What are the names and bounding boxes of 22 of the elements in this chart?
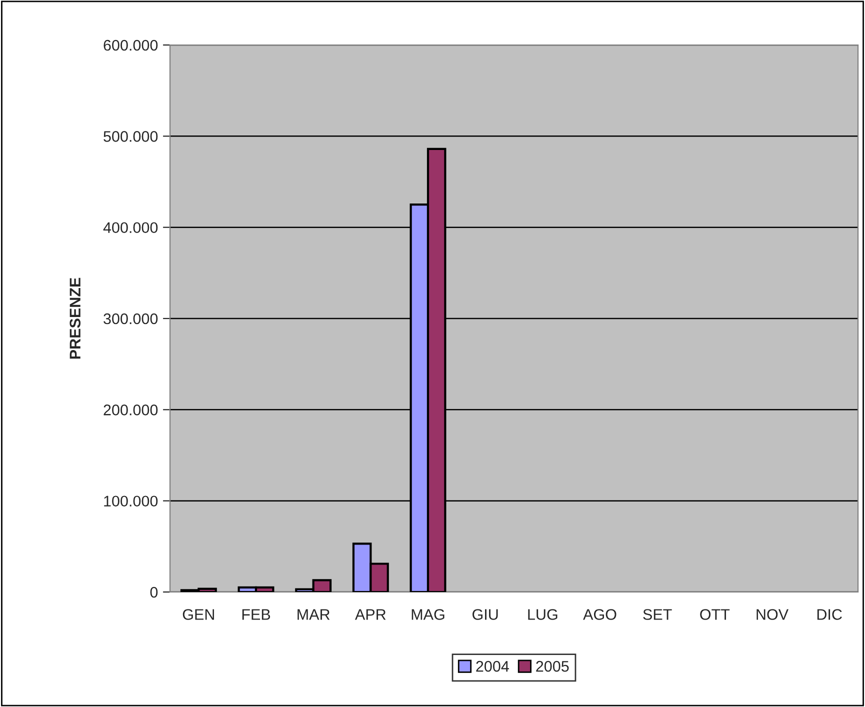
legend-label: 2004: [476, 660, 509, 672]
x-tick-label: DIC: [817, 609, 842, 620]
y-tick-label: 300.000: [104, 313, 158, 324]
x-tick-label: MAG: [412, 609, 444, 620]
x-tick-label: OTT: [700, 609, 730, 620]
y-tick-label: 100.000: [104, 496, 158, 507]
y-tick-label: 0: [150, 586, 158, 598]
x-tick-label: AGO: [583, 609, 616, 620]
x-tick-label: NOV: [756, 609, 788, 620]
x-tick-label: FEB: [242, 609, 270, 620]
x-tick-label: MAR: [298, 609, 330, 620]
y-tick-label: 500.000: [104, 131, 158, 142]
y-tick-label: 600.000: [104, 40, 158, 51]
legend-label: 2005: [536, 660, 569, 672]
x-tick-label: SET: [643, 609, 672, 620]
x-tick-label: GEN: [182, 609, 214, 620]
x-tick-label: LUG: [528, 609, 558, 620]
y-axis-title: PRESENZE: [70, 278, 81, 359]
y-tick-label: 400.000: [103, 222, 158, 234]
x-tick-label: GIU: [472, 609, 498, 620]
y-tick-label: 200.000: [104, 404, 158, 416]
x-tick-label: APR: [354, 609, 386, 620]
